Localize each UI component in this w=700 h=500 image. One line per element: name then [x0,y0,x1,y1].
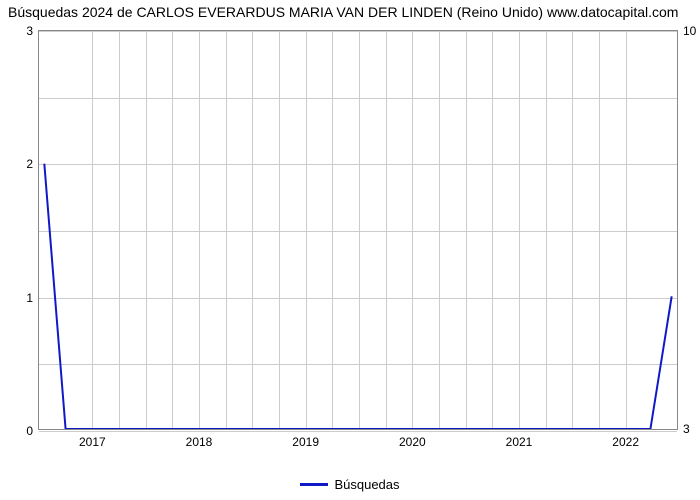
series-line [44,164,671,429]
chart-plot-area: 0123 201720182019202020212022 3 10 [38,30,678,430]
y2-tick-top: 10 [683,24,696,38]
legend-label: Búsquedas [334,477,399,492]
y2-tick-bottom: 3 [683,422,690,436]
x-tick: 2018 [186,435,213,449]
legend: Búsquedas [0,477,700,492]
y-tick: 0 [26,424,33,438]
x-tick: 2020 [399,435,426,449]
y-tick: 1 [26,291,33,305]
x-tick: 2019 [292,435,319,449]
y-tick: 3 [26,24,33,38]
x-tick: 2017 [79,435,106,449]
line-series [39,31,677,429]
x-tick: 2021 [506,435,533,449]
chart-title: Búsquedas 2024 de CARLOS EVERARDUS MARIA… [8,4,692,20]
x-tick: 2022 [612,435,639,449]
gridline-h [39,431,677,432]
y-tick: 2 [26,157,33,171]
legend-swatch [300,483,328,486]
